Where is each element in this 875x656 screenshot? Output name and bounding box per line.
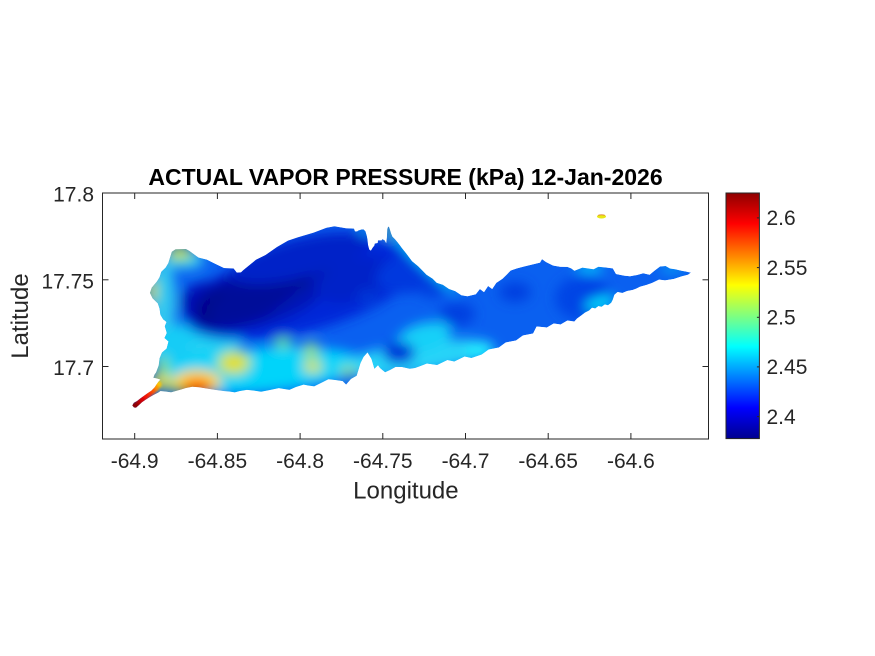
svg-text:-64.8: -64.8 (276, 450, 324, 473)
svg-text:17.75: 17.75 (41, 270, 94, 293)
svg-text:2.5: 2.5 (767, 307, 796, 330)
svg-text:2.55: 2.55 (767, 257, 808, 280)
svg-text:Latitude: Latitude (7, 273, 34, 358)
svg-text:-64.7: -64.7 (442, 450, 490, 473)
svg-text:2.4: 2.4 (767, 406, 797, 429)
svg-text:-64.6: -64.6 (607, 450, 655, 473)
svg-text:-64.85: -64.85 (188, 450, 248, 473)
svg-text:2.6: 2.6 (767, 207, 796, 230)
svg-text:2.45: 2.45 (767, 356, 808, 379)
svg-text:-64.65: -64.65 (518, 450, 578, 473)
svg-text:-64.9: -64.9 (111, 450, 159, 473)
svg-text:-64.75: -64.75 (353, 450, 413, 473)
svg-text:17.7: 17.7 (53, 357, 94, 380)
svg-text:Longitude: Longitude (353, 477, 458, 504)
svg-text:17.8: 17.8 (53, 184, 94, 207)
svg-text:ACTUAL VAPOR PRESSURE (kPa) 12: ACTUAL VAPOR PRESSURE (kPa) 12-Jan-2026 (148, 164, 662, 190)
